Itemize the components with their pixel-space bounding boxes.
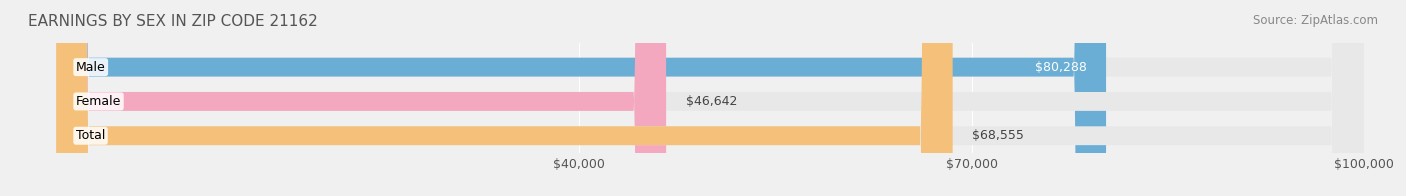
Text: $46,642: $46,642 <box>686 95 737 108</box>
FancyBboxPatch shape <box>56 0 1107 196</box>
Text: Source: ZipAtlas.com: Source: ZipAtlas.com <box>1253 14 1378 27</box>
FancyBboxPatch shape <box>56 0 953 196</box>
Text: $80,288: $80,288 <box>1035 61 1087 74</box>
FancyBboxPatch shape <box>56 0 666 196</box>
FancyBboxPatch shape <box>56 0 1364 196</box>
Text: Male: Male <box>76 61 105 74</box>
Text: Female: Female <box>76 95 121 108</box>
FancyBboxPatch shape <box>56 0 1364 196</box>
Text: $68,555: $68,555 <box>973 129 1024 142</box>
Text: Total: Total <box>76 129 105 142</box>
FancyBboxPatch shape <box>56 0 1364 196</box>
Text: EARNINGS BY SEX IN ZIP CODE 21162: EARNINGS BY SEX IN ZIP CODE 21162 <box>28 14 318 29</box>
